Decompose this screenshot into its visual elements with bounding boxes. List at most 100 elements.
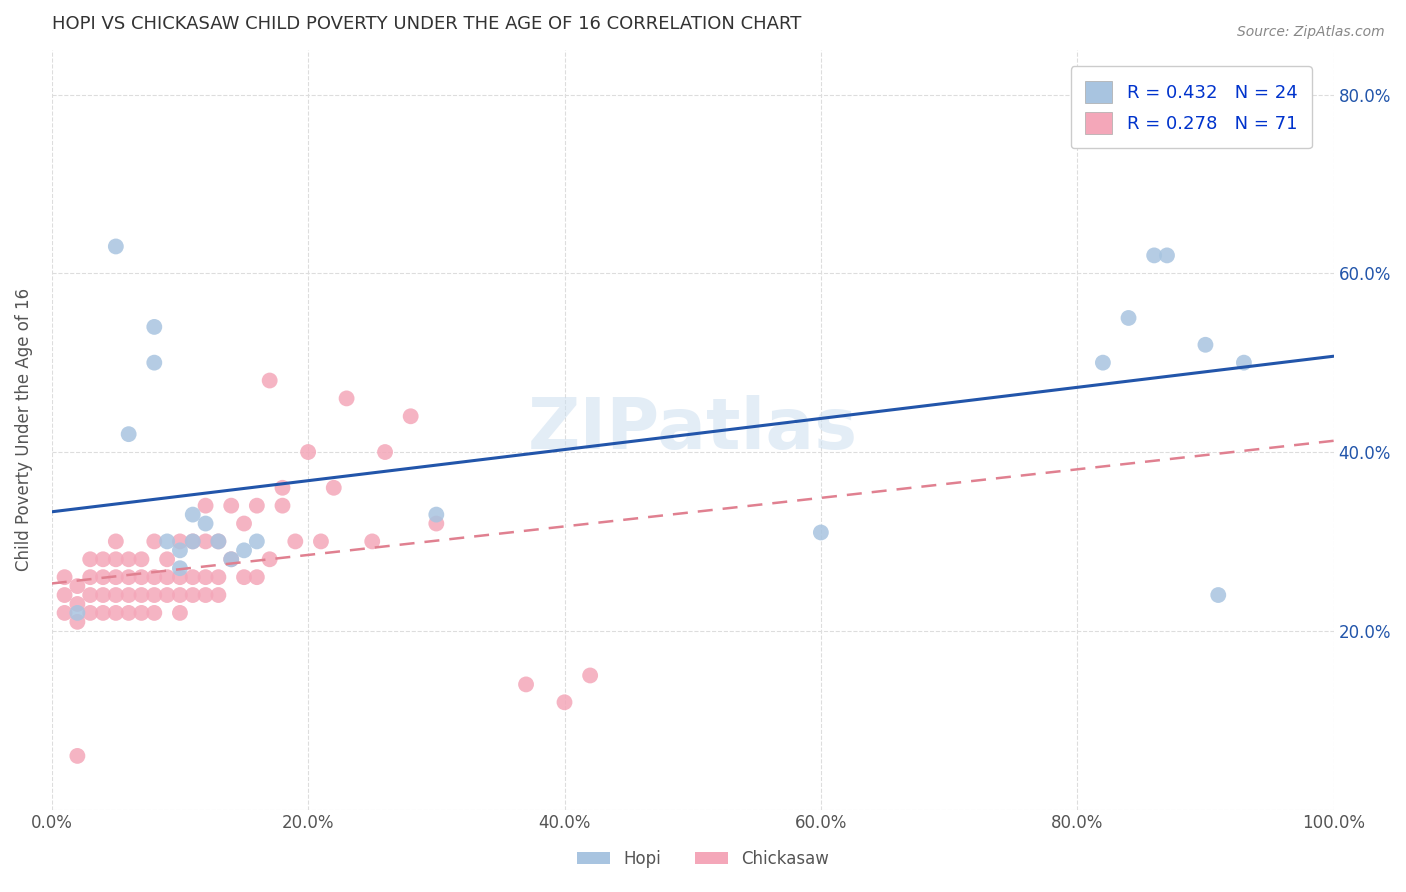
Point: [1233, 356, 1256, 370]
Point: [181, 588, 204, 602]
Point: [79, 606, 101, 620]
Point: [207, 588, 229, 602]
Point: [91, 588, 114, 602]
Point: [131, 552, 153, 566]
Point: [131, 588, 153, 602]
Point: [399, 409, 422, 424]
Point: [246, 534, 269, 549]
Point: [181, 570, 204, 584]
Point: [118, 570, 141, 584]
Point: [156, 588, 179, 602]
Point: [1156, 248, 1178, 262]
Point: [118, 552, 141, 566]
Point: [219, 499, 242, 513]
Point: [194, 570, 217, 584]
Point: [309, 534, 332, 549]
Y-axis label: Child Poverty Under the Age of 16: Child Poverty Under the Age of 16: [15, 288, 32, 571]
Point: [79, 588, 101, 602]
Point: [194, 499, 217, 513]
Point: [143, 534, 166, 549]
Point: [66, 597, 89, 611]
Point: [169, 570, 191, 584]
Point: [91, 552, 114, 566]
Point: [104, 606, 127, 620]
Point: [181, 534, 204, 549]
Point: [66, 615, 89, 629]
Point: [169, 561, 191, 575]
Point: [53, 588, 76, 602]
Point: [374, 445, 396, 459]
Point: [297, 445, 319, 459]
Point: [53, 606, 76, 620]
Point: [207, 534, 229, 549]
Point: [79, 552, 101, 566]
Point: [246, 570, 269, 584]
Point: [233, 543, 256, 558]
Legend: Hopi, Chickasaw: Hopi, Chickasaw: [571, 844, 835, 875]
Text: Source: ZipAtlas.com: Source: ZipAtlas.com: [1237, 25, 1385, 39]
Text: HOPI VS CHICKASAW CHILD POVERTY UNDER THE AGE OF 16 CORRELATION CHART: HOPI VS CHICKASAW CHILD POVERTY UNDER TH…: [52, 15, 801, 33]
Point: [169, 543, 191, 558]
Point: [194, 534, 217, 549]
Legend: R = 0.432   N = 24, R = 0.278   N = 71: R = 0.432 N = 24, R = 0.278 N = 71: [1070, 67, 1312, 148]
Point: [579, 668, 602, 682]
Point: [53, 570, 76, 584]
Point: [207, 534, 229, 549]
Point: [104, 570, 127, 584]
Point: [143, 356, 166, 370]
Point: [259, 374, 281, 388]
Point: [118, 427, 141, 442]
Point: [118, 588, 141, 602]
Point: [118, 606, 141, 620]
Point: [336, 392, 359, 406]
Point: [810, 525, 832, 540]
Point: [91, 606, 114, 620]
Point: [131, 606, 153, 620]
Point: [233, 570, 256, 584]
Point: [181, 534, 204, 549]
Point: [169, 534, 191, 549]
Point: [156, 570, 179, 584]
Point: [271, 481, 294, 495]
Point: [271, 499, 294, 513]
Text: ZIPatlas: ZIPatlas: [527, 395, 858, 464]
Point: [553, 695, 575, 709]
Point: [233, 516, 256, 531]
Point: [66, 579, 89, 593]
Point: [143, 319, 166, 334]
Point: [219, 552, 242, 566]
Point: [104, 534, 127, 549]
Point: [361, 534, 384, 549]
Point: [246, 499, 269, 513]
Point: [1091, 356, 1114, 370]
Point: [194, 588, 217, 602]
Point: [66, 606, 89, 620]
Point: [259, 552, 281, 566]
Point: [1143, 248, 1166, 262]
Point: [156, 552, 179, 566]
Point: [66, 748, 89, 763]
Point: [194, 516, 217, 531]
Point: [104, 552, 127, 566]
Point: [181, 508, 204, 522]
Point: [322, 481, 344, 495]
Point: [219, 552, 242, 566]
Point: [156, 534, 179, 549]
Point: [143, 606, 166, 620]
Point: [131, 570, 153, 584]
Point: [425, 508, 447, 522]
Point: [425, 516, 447, 531]
Point: [284, 534, 307, 549]
Point: [143, 588, 166, 602]
Point: [207, 570, 229, 584]
Point: [1194, 338, 1216, 352]
Point: [1118, 310, 1140, 325]
Point: [1206, 588, 1229, 602]
Point: [169, 606, 191, 620]
Point: [515, 677, 537, 691]
Point: [91, 570, 114, 584]
Point: [104, 239, 127, 253]
Point: [104, 588, 127, 602]
Point: [143, 570, 166, 584]
Point: [169, 588, 191, 602]
